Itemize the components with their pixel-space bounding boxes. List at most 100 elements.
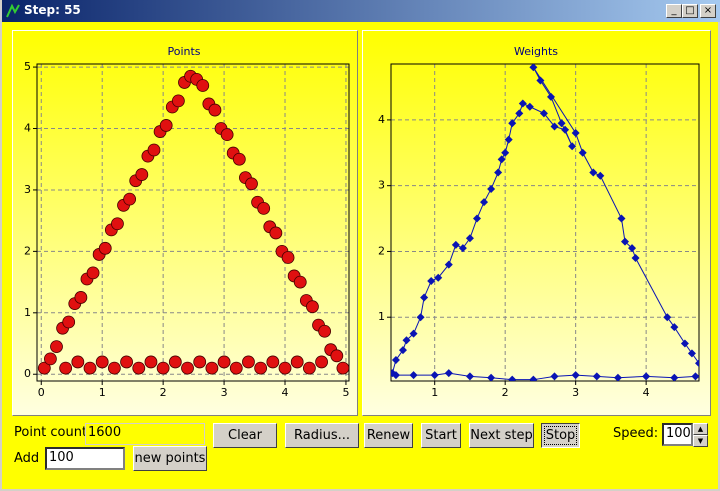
stop-button[interactable]: Stop: [541, 423, 580, 448]
weight-marker: [628, 244, 637, 253]
point: [86, 266, 100, 280]
points-panel: [12, 30, 358, 416]
weight-marker: [501, 148, 510, 157]
x-tick-label: 0: [38, 386, 45, 399]
y-tick-label: 3: [378, 179, 385, 192]
point: [168, 355, 182, 369]
point: [306, 300, 319, 314]
y-tick-label: 4: [24, 122, 31, 135]
point: [336, 361, 349, 375]
point: [257, 201, 271, 215]
weight-marker: [596, 171, 605, 180]
point: [196, 79, 210, 92]
x-tick-label: 2: [160, 386, 167, 399]
plot-frame: [36, 63, 350, 382]
point: [135, 168, 149, 181]
x-tick-label: 1: [431, 386, 438, 399]
speed-label: Speed:: [613, 426, 659, 441]
weight-marker: [557, 119, 566, 128]
weight-marker: [434, 273, 443, 282]
point: [205, 361, 219, 375]
weight-marker: [529, 64, 538, 72]
point: [107, 361, 121, 375]
weight-marker: [427, 277, 436, 286]
weight-marker: [617, 214, 626, 223]
weights-panel: [362, 30, 711, 416]
plot-frame: [390, 63, 700, 382]
minimize-button[interactable]: _: [666, 4, 682, 18]
x-tick-label: 5: [342, 386, 349, 399]
maximize-button[interactable]: □: [682, 4, 698, 18]
y-tick-label: 2: [24, 244, 31, 257]
point: [144, 355, 158, 369]
point: [315, 355, 328, 369]
point-count-label: Point count:: [14, 425, 92, 440]
weight-marker: [494, 168, 503, 177]
weight-marker: [680, 339, 689, 348]
point: [156, 361, 170, 375]
weight-marker: [444, 260, 453, 269]
weight-marker: [691, 372, 699, 381]
point: [62, 315, 76, 329]
add-count-field[interactable]: 100: [45, 447, 125, 470]
weight-marker: [487, 184, 496, 193]
weight-marker: [546, 92, 555, 101]
weight-marker: [402, 336, 411, 345]
plot-area: [37, 69, 349, 375]
weight-marker: [508, 375, 517, 381]
point: [302, 361, 316, 375]
weight-marker: [529, 375, 538, 381]
speed-down[interactable]: ▼: [693, 435, 708, 447]
point: [242, 355, 255, 369]
weight-marker: [550, 372, 559, 381]
chart-title: Weights: [514, 45, 558, 58]
start-button[interactable]: Start: [421, 423, 461, 448]
weight-marker: [663, 313, 672, 322]
x-tick-label: 3: [572, 386, 579, 399]
speed-up[interactable]: ▲: [693, 423, 708, 435]
weight-marker: [670, 323, 679, 332]
point: [123, 192, 137, 206]
renew-button[interactable]: Renew: [364, 423, 413, 448]
weight-marker: [497, 155, 506, 164]
clear-button[interactable]: Clear: [213, 423, 277, 448]
point: [281, 251, 295, 264]
next-step-button[interactable]: Next step: [469, 423, 534, 448]
weight-marker: [451, 240, 460, 249]
point: [83, 361, 97, 375]
weight-marker: [536, 76, 545, 85]
point-count-field: 1600: [85, 423, 205, 445]
y-tick-label: 2: [378, 244, 385, 257]
point: [330, 349, 344, 363]
weight-marker: [515, 109, 524, 118]
point: [95, 355, 109, 369]
app-icon: [6, 3, 20, 18]
point: [245, 177, 258, 191]
point: [266, 355, 280, 369]
point: [290, 355, 304, 369]
weight-marker: [480, 198, 489, 207]
weight-marker: [578, 148, 587, 157]
weight-marker: [695, 359, 699, 368]
point: [74, 291, 88, 304]
point: [220, 128, 234, 142]
close-button[interactable]: ×: [700, 4, 716, 18]
weight-marker: [409, 371, 418, 380]
weight-marker: [687, 349, 696, 358]
weight-marker: [465, 372, 474, 381]
weight-marker: [391, 355, 400, 364]
point: [217, 355, 231, 369]
title-bar: Step: 55 _ □ ×: [2, 0, 720, 22]
weight-marker: [571, 371, 580, 380]
weight-marker: [539, 109, 548, 118]
point: [269, 226, 283, 240]
point: [232, 152, 246, 166]
weight-marker: [568, 142, 577, 151]
new-points-button[interactable]: new points: [133, 446, 207, 471]
weight-marker: [670, 373, 679, 381]
weight-marker: [620, 237, 629, 246]
weight-marker: [409, 329, 418, 338]
radius-button[interactable]: Radius...: [285, 423, 359, 448]
weight-marker: [472, 214, 481, 223]
speed-field[interactable]: 100: [662, 423, 693, 446]
